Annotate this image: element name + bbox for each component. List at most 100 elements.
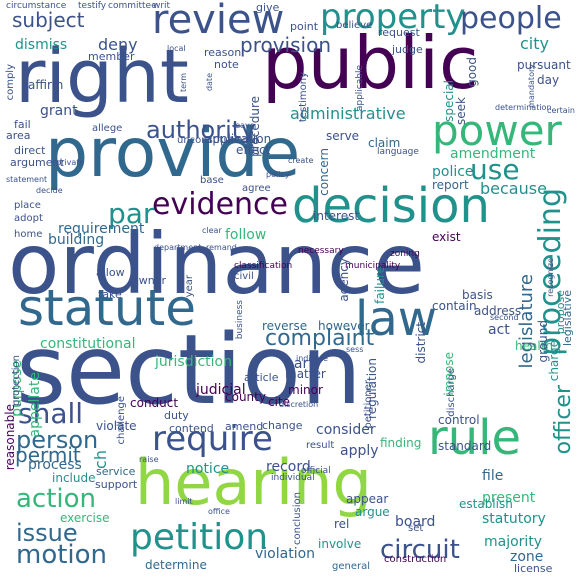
word-county: county xyxy=(225,390,266,404)
word-report: report xyxy=(432,178,469,192)
word-record: record xyxy=(266,459,311,475)
word-date: date xyxy=(205,73,214,92)
word-zoning: zoning xyxy=(390,249,420,259)
word-office: office xyxy=(208,507,230,516)
word-standard: standard xyxy=(438,439,492,453)
word-fail: fail xyxy=(14,118,31,131)
word-statutory: statutory xyxy=(482,511,546,527)
word-apply: apply xyxy=(340,443,379,459)
word-zone: zone xyxy=(510,549,544,565)
word-article: article xyxy=(244,371,279,384)
word-serve: serve xyxy=(326,129,360,143)
word-civil: civil xyxy=(234,271,254,282)
word-amendment: amendment xyxy=(450,146,536,162)
word-building: building xyxy=(48,232,105,248)
word-good: good xyxy=(465,57,479,87)
word-hearing: hearing xyxy=(135,446,372,519)
word-petitioner: petitioner xyxy=(363,380,374,429)
word-determine: determine xyxy=(145,558,207,572)
word-property: property xyxy=(320,0,466,37)
word-jurisdiction: jurisdiction xyxy=(155,354,232,370)
word-official: official xyxy=(301,466,331,476)
word-set: set xyxy=(408,523,424,534)
word-amend: amend xyxy=(225,420,264,433)
word-reasonable: reasonable xyxy=(3,404,17,471)
word-sess: sess xyxy=(346,345,364,354)
word-direct: direct xyxy=(14,144,46,157)
word-testimony: testimony xyxy=(298,72,309,123)
word-officer: officer xyxy=(551,385,576,455)
word-power: power xyxy=(432,106,562,155)
word-believe: believe xyxy=(336,20,373,31)
word-complaint: complaint xyxy=(265,326,375,351)
word-conclusion: conclusion xyxy=(292,492,303,546)
word-affirm: affirm xyxy=(28,78,64,92)
word-address: address xyxy=(474,304,522,318)
word-consider: consider xyxy=(316,422,376,438)
word-notice: notice xyxy=(186,461,230,477)
word-indicate: indicate xyxy=(296,354,328,363)
word-however: however xyxy=(318,319,370,333)
word-statement: statement xyxy=(6,175,48,184)
word-argument: argument xyxy=(10,156,64,169)
word-policy: policy xyxy=(266,170,290,179)
word-permit: permit xyxy=(15,443,81,467)
word-private: private xyxy=(56,158,85,167)
word-argue: argue xyxy=(355,505,390,519)
word-effect: effect xyxy=(236,143,271,157)
word-necessary: necessary xyxy=(298,246,344,256)
word-owner: owner xyxy=(132,274,166,287)
word-right: right xyxy=(15,34,189,120)
word-create: create xyxy=(288,156,314,165)
word-contend: contend xyxy=(169,422,214,435)
word-support: support xyxy=(95,478,138,491)
word-clear: clear xyxy=(202,226,222,235)
word-pursuant: pursuant xyxy=(517,58,571,72)
word-challenge: challenge xyxy=(116,396,127,445)
word-deny: deny xyxy=(98,35,138,54)
word-person: person xyxy=(16,426,99,454)
word-service: service xyxy=(96,465,136,478)
word-issue: issue xyxy=(16,519,78,547)
word-claim: claim xyxy=(368,136,401,150)
word-health: health xyxy=(515,339,553,353)
word-decision: decision xyxy=(292,178,490,234)
word-reverse: reverse xyxy=(262,319,308,333)
word-comply: comply xyxy=(5,64,16,101)
word-authority: authority xyxy=(146,116,256,144)
word-minor: minor xyxy=(288,383,323,397)
word-change: change xyxy=(262,419,303,432)
word-contain: contain xyxy=(432,299,477,313)
word-day: day xyxy=(537,73,560,87)
word-public: public xyxy=(262,21,479,105)
word-allege: allege xyxy=(92,123,123,134)
word-involve: involve xyxy=(318,537,362,551)
word-leave: leave xyxy=(233,121,255,130)
word-year: year xyxy=(184,275,195,298)
word-result: result xyxy=(306,440,335,451)
word-basis: basis xyxy=(462,288,493,302)
word-law: law xyxy=(355,291,438,347)
word-exercise: exercise xyxy=(60,511,110,525)
word-matter: matter xyxy=(285,367,326,381)
word-decide: decide xyxy=(36,186,63,195)
word-district: district xyxy=(414,322,428,364)
word-administrative: administrative xyxy=(290,104,406,123)
word-circuit: circuit xyxy=(380,535,460,565)
word-review: review xyxy=(152,0,285,43)
word-judicial: judicial xyxy=(196,382,246,398)
word-violation: violation xyxy=(255,546,316,562)
word-limit: limit xyxy=(175,497,193,506)
word-unconstitutional: unconstitutional xyxy=(177,135,258,146)
word-testify: testify xyxy=(78,1,107,11)
word-establish: establish xyxy=(459,497,513,511)
word-determination: determination xyxy=(495,103,552,112)
word-concern: concern xyxy=(317,148,331,196)
word-base: base xyxy=(200,175,224,186)
word-constitutional: constitutional xyxy=(40,336,136,352)
word-process: process xyxy=(28,457,82,473)
word-city: city xyxy=(520,34,549,53)
word-business: business xyxy=(235,300,245,340)
word-provide: provide xyxy=(45,114,301,193)
